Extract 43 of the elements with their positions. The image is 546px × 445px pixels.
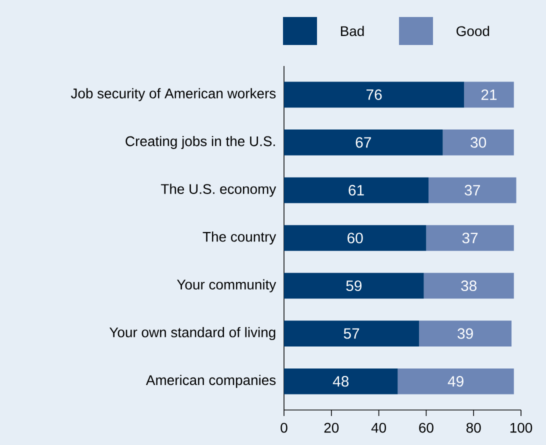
data-label: 67 [356, 137, 371, 148]
legend-label: Good [456, 26, 490, 36]
x-tick-label: 60 [419, 422, 434, 433]
bar [284, 368, 398, 394]
x-tick-label: 80 [466, 422, 481, 433]
data-label: 37 [462, 232, 478, 244]
y-tick-label: Your own standard of living [110, 327, 276, 340]
data-label: 59 [346, 280, 362, 292]
data-label: 48 [332, 376, 349, 387]
y-tick-label: American companies [146, 374, 276, 388]
data-label: 60 [348, 232, 363, 244]
bar [464, 82, 514, 108]
data-label: 30 [470, 137, 486, 148]
bar [426, 225, 514, 251]
bar [428, 177, 516, 204]
data-label: 76 [366, 89, 382, 100]
bar [284, 177, 429, 204]
bar [284, 320, 420, 346]
data-label: 49 [448, 376, 464, 387]
x-tick-label: 0 [280, 422, 288, 433]
data-label: 21 [481, 89, 497, 100]
y-tick-label: Job security of American workers [70, 88, 276, 102]
bar [398, 368, 514, 394]
data-label: 38 [461, 280, 477, 292]
data-label: 39 [458, 328, 473, 339]
x-tick-label: 40 [371, 422, 386, 433]
bar [442, 130, 514, 156]
x-tick-label: 20 [324, 422, 339, 433]
y-tick-label: The U.S. economy [160, 184, 276, 197]
bar [284, 272, 424, 299]
data-label: 61 [348, 184, 364, 196]
bar [284, 82, 464, 108]
bar [419, 320, 512, 346]
bar [424, 272, 514, 299]
data-label: 57 [344, 328, 360, 339]
bar [284, 130, 443, 156]
y-tick-label: The country [202, 232, 276, 244]
data-label: 37 [464, 184, 480, 196]
bar [284, 225, 426, 251]
x-tick-label: 100 [510, 422, 532, 433]
legend-label: Bad [340, 26, 364, 36]
y-tick-label: Creating jobs in the U.S. [126, 136, 275, 149]
y-tick-label: Your community [176, 279, 276, 292]
